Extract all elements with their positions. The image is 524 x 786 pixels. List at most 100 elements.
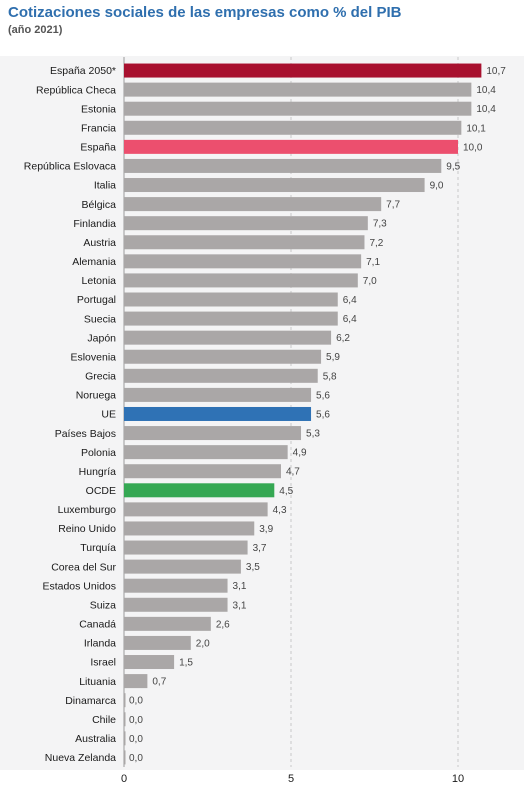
category-label: Portugal bbox=[77, 294, 116, 306]
category-label: República Checa bbox=[36, 84, 116, 96]
category-label: Australia bbox=[75, 733, 116, 745]
bar bbox=[124, 502, 268, 517]
value-label: 7,7 bbox=[386, 200, 400, 211]
category-label: Suiza bbox=[90, 599, 116, 611]
value-label: 0,7 bbox=[152, 677, 166, 688]
value-label: 6,4 bbox=[343, 295, 357, 306]
bar bbox=[124, 216, 368, 231]
bar bbox=[124, 731, 126, 746]
value-label: 5,9 bbox=[326, 352, 340, 363]
value-label: 3,5 bbox=[246, 562, 260, 573]
bar bbox=[124, 139, 458, 154]
value-label: 0,0 bbox=[129, 715, 143, 726]
bar bbox=[124, 254, 362, 269]
bar bbox=[124, 445, 288, 460]
category-label: Dinamarca bbox=[65, 695, 116, 707]
value-label: 9,5 bbox=[446, 161, 460, 172]
value-label: 5,8 bbox=[323, 371, 337, 382]
value-label: 5,6 bbox=[316, 409, 330, 420]
category-label: Bélgica bbox=[82, 199, 117, 211]
value-label: 7,2 bbox=[369, 238, 383, 249]
category-label: Estados Unidos bbox=[42, 580, 116, 592]
value-label: 3,9 bbox=[259, 524, 273, 535]
bar bbox=[124, 712, 126, 727]
value-label: 5,6 bbox=[316, 390, 330, 401]
bar bbox=[124, 292, 338, 307]
bar bbox=[124, 521, 255, 536]
category-label: Letonia bbox=[82, 275, 117, 287]
category-label: España 2050* bbox=[50, 65, 116, 77]
bar bbox=[124, 82, 472, 97]
category-label: Hungría bbox=[79, 466, 117, 478]
category-label: Nueva Zelanda bbox=[45, 752, 116, 764]
value-label: 3,1 bbox=[233, 581, 247, 592]
labels: España 2050* 10,7 República Checa 10,4 Eston… bbox=[24, 65, 507, 764]
bar bbox=[124, 101, 472, 116]
bar bbox=[124, 311, 338, 326]
value-label: 7,1 bbox=[366, 257, 380, 268]
value-label: 2,6 bbox=[216, 619, 230, 630]
category-label: UE bbox=[101, 409, 116, 421]
chart-subtitle: (año 2021) bbox=[8, 24, 63, 36]
bar bbox=[124, 483, 275, 498]
value-label: 5,3 bbox=[306, 429, 320, 440]
category-label: Países Bajos bbox=[55, 428, 116, 440]
bar bbox=[124, 578, 228, 593]
bar bbox=[124, 273, 358, 288]
category-label: OCDE bbox=[86, 485, 116, 497]
bar bbox=[124, 597, 228, 612]
category-label: Chile bbox=[92, 714, 116, 726]
bar bbox=[124, 693, 126, 708]
value-label: 3,1 bbox=[233, 600, 247, 611]
category-label: Canadá bbox=[79, 619, 116, 631]
bar bbox=[124, 178, 425, 193]
value-label: 10,4 bbox=[476, 104, 496, 115]
value-label: 0,0 bbox=[129, 696, 143, 707]
bar bbox=[124, 349, 322, 364]
value-label: 4,7 bbox=[286, 467, 300, 478]
category-label: Luxemburgo bbox=[58, 504, 117, 516]
bar bbox=[124, 368, 318, 383]
value-label: 7,3 bbox=[373, 219, 387, 230]
value-label: 0,0 bbox=[129, 734, 143, 745]
category-label: Alemania bbox=[72, 256, 116, 268]
value-label: 4,3 bbox=[273, 505, 287, 516]
bar bbox=[124, 464, 281, 479]
category-label: Francia bbox=[81, 122, 116, 134]
category-label: Italia bbox=[94, 180, 116, 192]
x-tick-label: 5 bbox=[288, 773, 294, 785]
value-label: 10,7 bbox=[486, 66, 506, 77]
category-label: Noruega bbox=[76, 390, 116, 402]
bar bbox=[124, 406, 312, 421]
category-label: Irlanda bbox=[84, 638, 116, 650]
bar bbox=[124, 63, 482, 78]
category-label: Lituania bbox=[79, 676, 116, 688]
bar bbox=[124, 674, 148, 689]
bar bbox=[124, 750, 126, 765]
value-label: 2,0 bbox=[196, 638, 210, 649]
value-label: 3,7 bbox=[253, 543, 267, 554]
x-tick-label: 0 bbox=[121, 773, 127, 785]
value-label: 4,9 bbox=[293, 448, 307, 459]
category-label: Grecia bbox=[85, 371, 116, 383]
value-label: 6,4 bbox=[343, 314, 357, 325]
category-label: Corea del Sur bbox=[51, 561, 116, 573]
bar bbox=[124, 559, 241, 574]
value-label: 1,5 bbox=[179, 658, 193, 669]
category-label: Suecia bbox=[84, 313, 116, 325]
value-label: 6,2 bbox=[336, 333, 350, 344]
x-tick-label: 10 bbox=[452, 773, 464, 785]
bar bbox=[124, 540, 248, 555]
bar bbox=[124, 655, 175, 670]
category-label: España bbox=[80, 142, 116, 154]
value-label: 7,0 bbox=[363, 276, 377, 287]
category-label: Reino Unido bbox=[58, 523, 116, 535]
x-axis: 0 5 10 bbox=[121, 773, 464, 785]
bar bbox=[124, 158, 442, 173]
bar bbox=[124, 235, 365, 250]
category-label: Estonia bbox=[81, 103, 116, 115]
bar bbox=[124, 616, 211, 631]
value-label: 0,0 bbox=[129, 753, 143, 764]
value-label: 10,1 bbox=[466, 123, 486, 134]
